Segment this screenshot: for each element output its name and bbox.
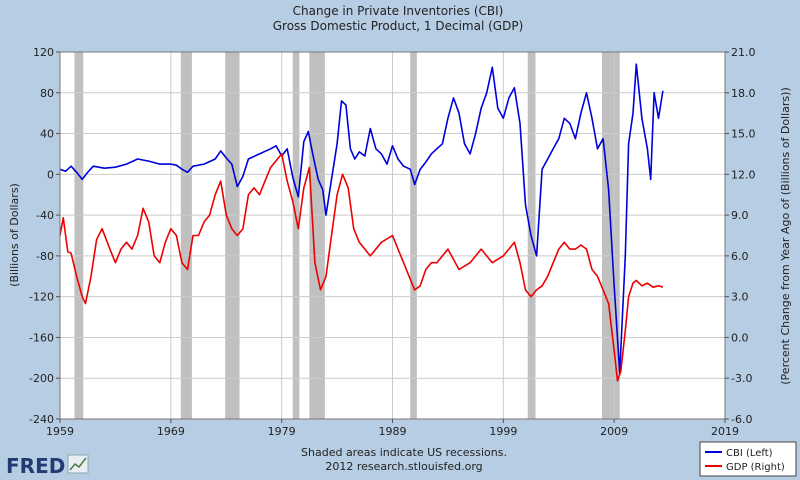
x-tick-label-4: 1999 [489, 425, 517, 438]
x-axis-ticks: 1959 1969 1979 1989 1999 2009 2019 [46, 419, 739, 438]
grid-lines [60, 52, 725, 419]
left-tick-label-2: 40 [40, 128, 54, 141]
right-tick-label-4: 9.0 [731, 209, 749, 222]
recession-band-3 [292, 52, 300, 419]
left-tick-label-5: -80 [36, 250, 54, 263]
legend: CBI (Left) GDP (Right) [699, 441, 797, 477]
right-axis-ticks: 21.0 18.0 15.0 12.0 9.0 6.0 3.0 0.0 -3.0 -6.0 [725, 46, 756, 426]
left-tick-label-8: -200 [29, 372, 54, 385]
left-tick-label-3: 0 [47, 168, 54, 181]
right-tick-label-7: 0.0 [731, 331, 749, 344]
fred-logo-trend-icon [69, 457, 87, 471]
series-line-gdp [59, 153, 664, 382]
fred-logo-text: FRED [6, 454, 65, 478]
recession-band-2 [225, 52, 240, 419]
x-tick-label-6: 2019 [711, 425, 739, 438]
left-tick-label-0: 120 [33, 46, 54, 59]
chart-subtitle: Gross Domestic Product, 1 Decimal (GDP) [273, 19, 524, 33]
right-tick-label-3: 12.0 [731, 168, 756, 181]
left-tick-label-4: -40 [36, 209, 54, 222]
left-tick-label-1: 80 [40, 87, 54, 100]
x-tick-label-5: 2009 [600, 425, 628, 438]
chart-title: Change in Private Inventories (CBI) [293, 4, 504, 18]
right-tick-label-9: -6.0 [731, 413, 752, 426]
recession-band-1 [180, 52, 192, 419]
series-lines [59, 63, 664, 382]
right-tick-label-0: 21.0 [731, 46, 756, 59]
left-tick-label-6: -120 [29, 291, 54, 304]
y-axis-left-label: (Billions of Dollars) [8, 183, 21, 287]
left-tick-label-9: -240 [29, 413, 54, 426]
recession-band-4 [309, 52, 325, 419]
right-tick-label-1: 18.0 [731, 87, 756, 100]
fred-logo: FRED [6, 454, 89, 478]
footer-source: 2012 research.stlouisfed.org [325, 460, 482, 473]
recession-band-5 [410, 52, 417, 419]
right-tick-label-5: 6.0 [731, 250, 749, 263]
right-tick-label-6: 3.0 [731, 291, 749, 304]
right-tick-label-2: 15.0 [731, 128, 756, 141]
recession-band-0 [74, 52, 84, 419]
fred-logo-chart-icon [67, 454, 89, 474]
legend-label-cbi: CBI (Left) [726, 448, 773, 459]
left-tick-label-7: -160 [29, 331, 54, 344]
series-line-cbi [59, 63, 664, 374]
y-axis-right-label: (Percent Change from Year Ago of (Billio… [779, 87, 792, 384]
left-axis-ticks: 120 80 40 0 -40 -80 -120 -160 -200 -240 [29, 46, 60, 426]
legend-label-gdp: GDP (Right) [726, 462, 785, 473]
x-tick-label-2: 1979 [268, 425, 296, 438]
right-tick-label-8: -3.0 [731, 372, 752, 385]
x-tick-label-0: 1959 [46, 425, 74, 438]
x-tick-label-1: 1969 [157, 425, 185, 438]
footer-note: Shaded areas indicate US recessions. [301, 446, 507, 459]
x-tick-label-3: 1989 [379, 425, 407, 438]
legend-box [699, 441, 797, 477]
